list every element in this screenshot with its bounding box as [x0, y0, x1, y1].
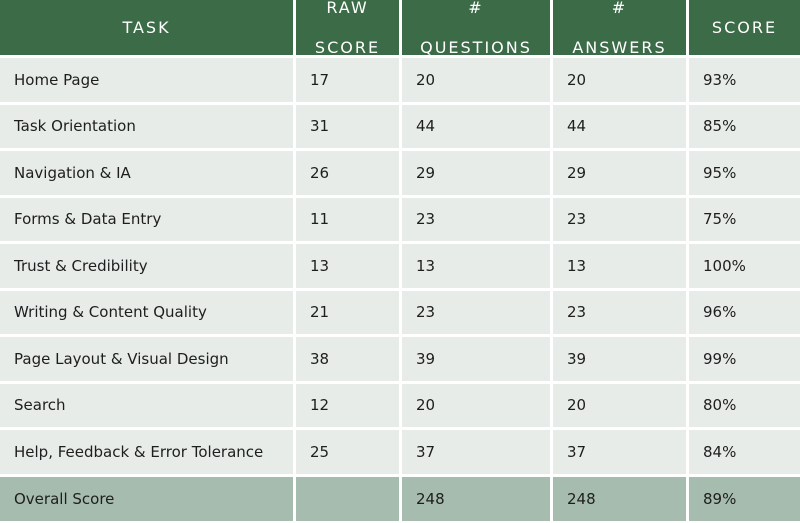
cell-score: 99%	[689, 337, 800, 384]
footer-questions: 248	[402, 476, 553, 521]
cell-score: 75%	[689, 197, 800, 244]
cell-task: Page Layout & Visual Design	[0, 337, 296, 384]
cell-raw-score: 12	[296, 383, 402, 430]
cell-questions: 20	[402, 383, 553, 430]
cell-answers: 29	[553, 151, 689, 198]
cell-raw-score: 11	[296, 197, 402, 244]
header-raw-score-line1: RAW	[326, 0, 369, 17]
cell-answers: 39	[553, 337, 689, 384]
cell-score: 93%	[689, 58, 800, 105]
cell-answers: 13	[553, 244, 689, 291]
cell-raw-score: 26	[296, 151, 402, 198]
cell-answers: 44	[553, 104, 689, 151]
cell-raw-score: 25	[296, 430, 402, 477]
cell-score: 100%	[689, 244, 800, 291]
header-score-line1: SCORE	[711, 17, 778, 37]
cell-questions: 20	[402, 58, 553, 105]
cell-task: Help, Feedback & Error Tolerance	[0, 430, 296, 477]
footer-label: Overall Score	[0, 476, 296, 521]
header-answers: # ANSWERS	[553, 0, 689, 58]
header-answers-line2: ANSWERS	[572, 37, 667, 57]
cell-questions: 39	[402, 337, 553, 384]
cell-raw-score: 17	[296, 58, 402, 105]
header-questions-line1: #	[468, 0, 484, 17]
header-task: TASK	[0, 0, 296, 58]
cell-score: 95%	[689, 151, 800, 198]
cell-answers: 20	[553, 58, 689, 105]
cell-answers: 20	[553, 383, 689, 430]
footer-score: 89%	[689, 476, 800, 521]
cell-questions: 37	[402, 430, 553, 477]
cell-questions: 44	[402, 104, 553, 151]
cell-task: Search	[0, 383, 296, 430]
cell-task: Task Orientation	[0, 104, 296, 151]
header-questions-line2: QUESTIONS	[420, 37, 532, 57]
cell-score: 96%	[689, 290, 800, 337]
footer-answers: 248	[553, 476, 689, 521]
cell-task: Home Page	[0, 58, 296, 105]
header-task-line1: TASK	[122, 17, 171, 37]
cell-answers: 23	[553, 197, 689, 244]
cell-task: Trust & Credibility	[0, 244, 296, 291]
cell-task: Navigation & IA	[0, 151, 296, 198]
cell-answers: 23	[553, 290, 689, 337]
cell-score: 84%	[689, 430, 800, 477]
cell-score: 85%	[689, 104, 800, 151]
cell-task: Writing & Content Quality	[0, 290, 296, 337]
cell-answers: 37	[553, 430, 689, 477]
header-raw-score: RAW SCORE	[296, 0, 402, 58]
cell-raw-score: 13	[296, 244, 402, 291]
cell-questions: 13	[402, 244, 553, 291]
cell-raw-score: 21	[296, 290, 402, 337]
cell-raw-score: 31	[296, 104, 402, 151]
cell-raw-score: 38	[296, 337, 402, 384]
cell-questions: 23	[402, 197, 553, 244]
cell-questions: 29	[402, 151, 553, 198]
header-questions: # QUESTIONS	[402, 0, 553, 58]
cell-questions: 23	[402, 290, 553, 337]
header-raw-score-line2: SCORE	[314, 37, 381, 57]
cell-task: Forms & Data Entry	[0, 197, 296, 244]
cell-score: 80%	[689, 383, 800, 430]
footer-raw-score	[296, 476, 402, 521]
header-score: SCORE	[689, 0, 800, 58]
header-answers-line1: #	[611, 0, 628, 17]
